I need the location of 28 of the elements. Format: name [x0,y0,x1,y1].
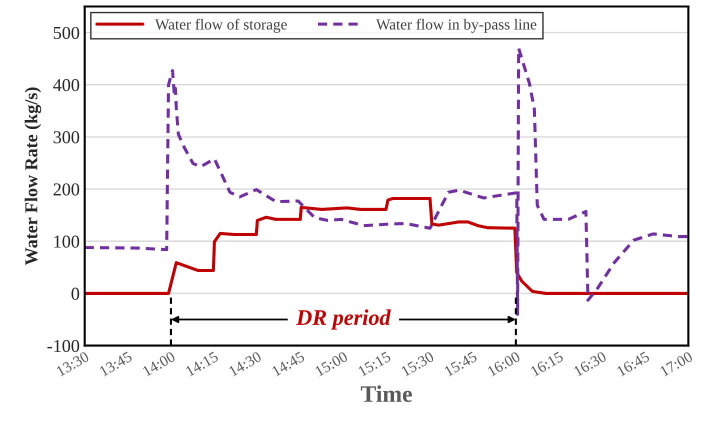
x-tick-label: 15:00 [314,351,348,377]
x-tick-label: 15:45 [444,351,478,377]
x-tick-label: 16:30 [573,351,608,377]
y-tick-label: 300 [54,131,80,144]
annotation: DR period [296,309,391,330]
x-tick-label: 15:30 [400,351,435,377]
y-tick-label: -100 [47,340,80,352]
x-tick-label: 14:45 [272,351,306,377]
line-series [84,196,688,295]
x-tick-label: 17:00 [660,351,694,377]
x-tick-label: 16:15 [530,351,564,377]
x-tick-label: 14:00 [142,351,176,377]
y-tick-label: 400 [53,78,80,92]
x-tick-label: 15:15 [358,351,392,377]
y-tick-label: 500 [54,26,80,40]
x-axis-title: Time [360,385,412,402]
x-tick-label: 16:45 [616,351,650,377]
x-tick-label: 16:00 [487,351,521,377]
y-tick-label: 0 [72,288,80,300]
y-tick-label: 100 [54,236,80,248]
x-tick-label: 14:30 [228,351,262,377]
x-tick-label: 13:45 [99,351,133,377]
y-axis-title: Water Flow Rate (kg/s) [24,87,42,266]
legend-label: Water flow of storage [155,18,287,33]
legend-label: Water flow in by-pass line [376,18,536,33]
x-tick-label: 14:15 [185,351,219,377]
x-tick-label: 13:30 [56,351,90,377]
y-tick-label: 200 [54,183,80,196]
